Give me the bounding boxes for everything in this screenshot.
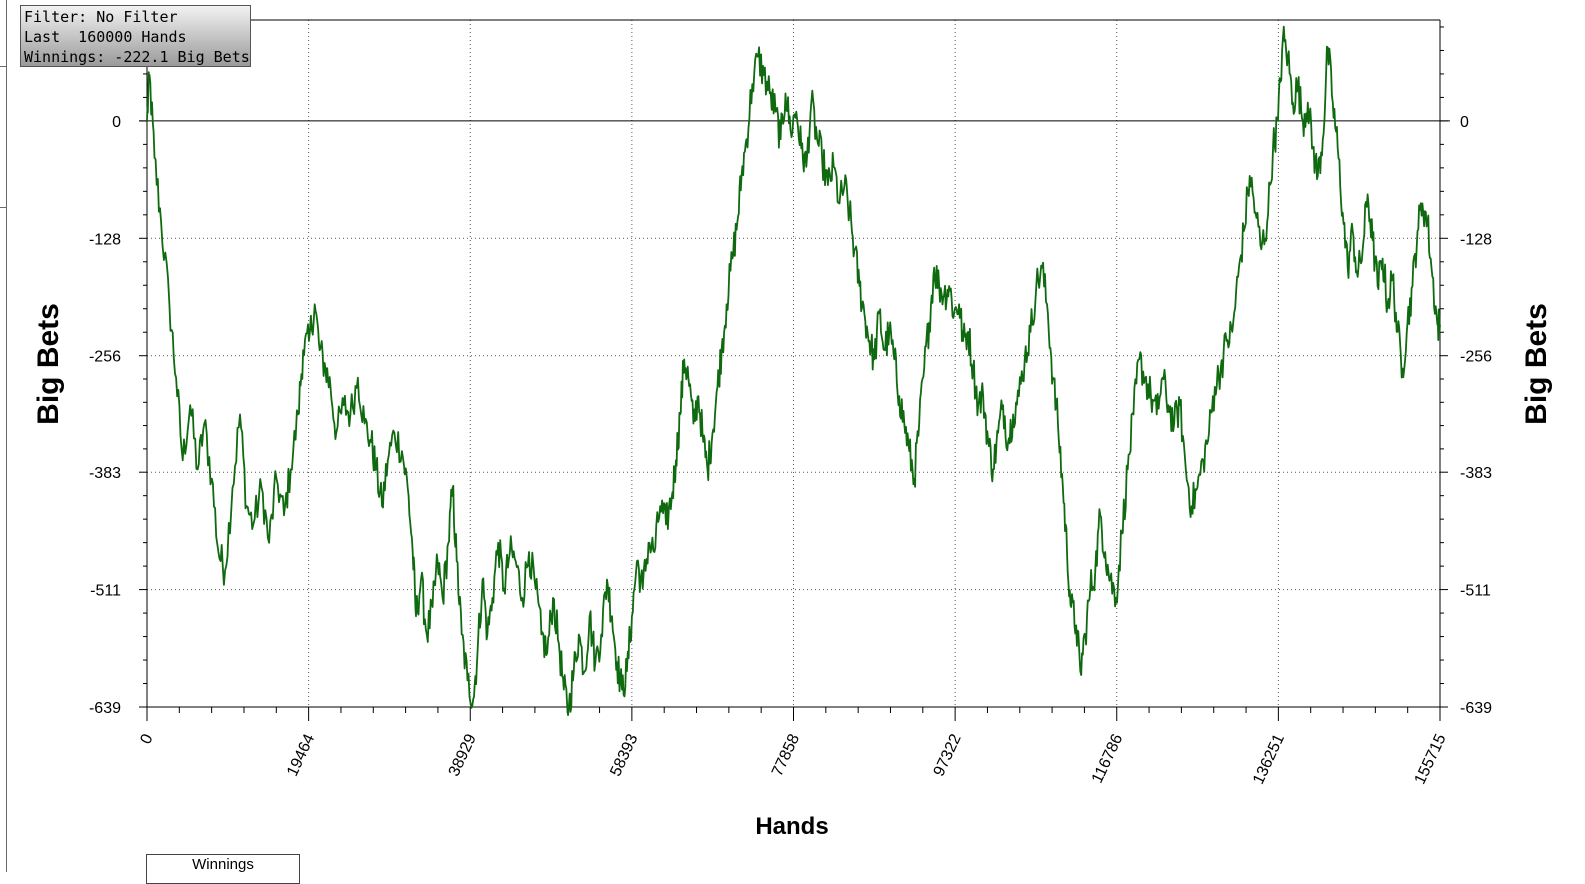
y-tick-label-left: 0 — [112, 114, 121, 131]
filter-info-box: Filter: No Filter Last 160000 Hands Winn… — [20, 5, 251, 67]
x-tick-label: 116786 — [1089, 731, 1127, 786]
y-tick-label-right: -383 — [1460, 465, 1492, 482]
y-tick-label-right: -639 — [1460, 700, 1492, 717]
winnings-text: Winnings: -222.1 Big Bets — [24, 48, 250, 66]
y-tick-label-right: 0 — [1460, 114, 1469, 131]
y-tick-label-right: -128 — [1460, 231, 1492, 248]
y-tick-label-right: -256 — [1460, 349, 1492, 366]
y-axis-label-right: Big Bets — [1520, 303, 1553, 425]
x-tick-label: 19464 — [284, 731, 318, 779]
x-tick-label: 155715 — [1412, 731, 1450, 787]
filter-text: Filter: No Filter — [24, 8, 178, 26]
x-tick-label: 0 — [137, 731, 156, 746]
window-edge-mark — [0, 207, 6, 208]
y-tick-label-left: -639 — [89, 700, 121, 717]
y-tick-label-left: -256 — [89, 349, 121, 366]
x-tick-label: 97322 — [931, 731, 965, 779]
legend: Winnings — [146, 854, 300, 884]
chart-labels: Hands Big Bets Big Bets — [32, 303, 1553, 840]
window-edge — [6, 0, 7, 872]
x-tick-label: 58393 — [607, 731, 641, 779]
x-tick-label: 77858 — [769, 731, 803, 779]
y-tick-label-left: -128 — [89, 231, 121, 248]
y-tick-label-right: -511 — [1460, 583, 1491, 600]
hands-text: Last 160000 Hands — [24, 28, 187, 46]
legend-label: Winnings — [192, 856, 254, 873]
x-tick-label: 136251 — [1250, 731, 1288, 787]
winnings-line — [146, 25, 1441, 716]
x-tick-label: 38929 — [446, 731, 480, 779]
x-axis-label: Hands — [755, 813, 828, 840]
chart-series — [146, 25, 1441, 716]
y-axis-label-left: Big Bets — [32, 303, 65, 425]
y-tick-label-left: -511 — [90, 583, 121, 600]
y-tick-label-left: -383 — [89, 465, 121, 482]
window-edge-mark — [0, 66, 6, 67]
